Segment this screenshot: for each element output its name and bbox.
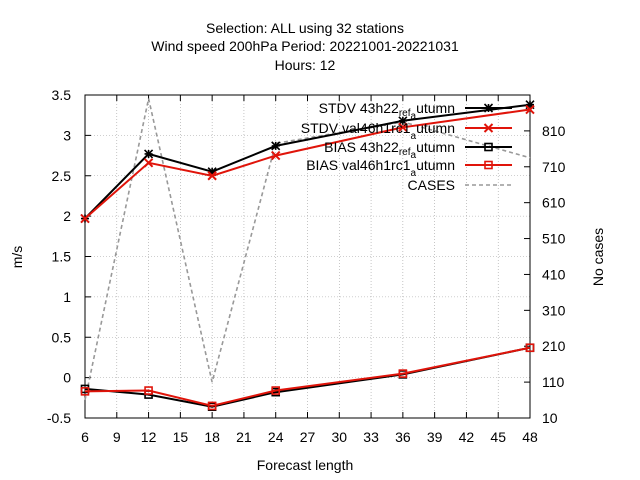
data-point — [80, 387, 90, 396]
legend-label: STDV val46h1rc1autumn — [301, 120, 455, 142]
data-point — [143, 158, 154, 168]
data-point — [207, 167, 217, 177]
x-tick-label: 45 — [490, 429, 506, 445]
data-point — [207, 401, 217, 411]
y2-tick-label: 510 — [542, 231, 566, 247]
y2-axis-label: No cases — [590, 228, 606, 286]
legend-label: BIAS 43h22refautumn — [324, 139, 455, 161]
data-point — [398, 369, 408, 378]
x-tick-label: 18 — [204, 429, 220, 445]
data-point — [271, 141, 281, 151]
legend-marker — [484, 160, 493, 170]
legend-label: BIAS val46h1rc1autumn — [306, 157, 455, 179]
legend-label: CASES — [408, 177, 455, 193]
y2-tick-label: 110 — [542, 374, 565, 390]
y-tick-label: 0 — [63, 370, 71, 386]
y-tick-label: 1.5 — [52, 249, 72, 265]
x-tick-label: 33 — [363, 429, 379, 445]
legend-marker — [483, 103, 494, 113]
y2-tick-label: 210 — [542, 338, 566, 354]
y-tick-label: 3.5 — [52, 87, 72, 103]
y-tick-label: 1 — [63, 289, 71, 305]
series-line — [84, 103, 531, 220]
title-line-3: Hours: 12 — [275, 57, 336, 73]
x-axis-label: Forecast length — [257, 457, 354, 473]
x-tick-label: 21 — [236, 429, 252, 445]
y2-tick-label: 310 — [542, 302, 566, 318]
series-line — [84, 346, 531, 407]
y-tick-label: 2.5 — [52, 168, 72, 184]
chart-title: Selection: ALL using 32 stations Wind sp… — [151, 20, 459, 73]
x-tick-label: 30 — [331, 429, 347, 445]
y2-tick-label: 410 — [542, 266, 566, 282]
grid — [84, 94, 531, 419]
title-line-1: Selection: ALL using 32 stations — [206, 20, 404, 36]
x-tick-label: 9 — [113, 429, 121, 445]
data-point — [144, 149, 154, 159]
x-tick-label: 27 — [300, 429, 316, 445]
y-tick-label: 0.5 — [52, 329, 72, 345]
data-point — [80, 213, 90, 224]
y2-tick-label: 10 — [542, 410, 558, 426]
data-point — [271, 150, 281, 161]
x-tick-label: 6 — [81, 429, 89, 445]
legend-entry-4: CASES — [408, 177, 512, 193]
y2-tick-label: 710 — [542, 159, 566, 175]
y2-tick-label: 610 — [542, 195, 566, 211]
y-axis-label: m/s — [9, 246, 25, 269]
series-layer — [80, 98, 535, 411]
legend-marker — [484, 142, 493, 152]
data-point — [207, 171, 217, 181]
legend-entry-3: BIAS val46h1rc1autumn — [306, 157, 512, 179]
data-point — [144, 386, 153, 395]
x-tick-label: 36 — [395, 429, 411, 445]
legend-marker — [483, 123, 494, 133]
x-tick-label: 39 — [427, 429, 443, 445]
y-tick-label: 3 — [63, 127, 71, 143]
x-tick-label: 24 — [268, 429, 284, 445]
x-tick-label: 15 — [173, 429, 189, 445]
x-tick-label: 42 — [459, 429, 475, 445]
y2-tick-label: 810 — [542, 123, 566, 139]
data-point — [398, 116, 408, 126]
x-tick-label: 12 — [141, 429, 157, 445]
legend-entry-0: STDV 43h22refautumn — [319, 100, 512, 122]
series-line — [84, 108, 531, 220]
legend-label: STDV 43h22refautumn — [319, 100, 455, 122]
plot-border — [84, 94, 531, 419]
series-4 — [84, 98, 531, 401]
data-point — [398, 122, 408, 133]
data-point — [271, 386, 281, 395]
data-point — [525, 100, 535, 110]
title-line-2: Wind speed 200hPa Period: 20221001-20221… — [151, 38, 459, 54]
series-0 — [80, 100, 535, 224]
data-point — [525, 104, 535, 115]
series-3 — [80, 343, 535, 411]
y-tick-label: 2 — [63, 208, 71, 224]
legend-entry-2: BIAS 43h22refautumn — [324, 139, 512, 161]
series-1 — [80, 104, 535, 224]
cases-line — [84, 98, 531, 401]
legend-entry-1: STDV val46h1rc1autumn — [301, 120, 512, 142]
data-point — [525, 343, 535, 353]
y-tick-label: -0.5 — [47, 410, 71, 426]
axes: 6 9 12 15 18 21 24 27 30 33 36 39 42 45 48 -0.5 0 0.5 1 1.5… — [47, 87, 566, 445]
x-tick-label: 48 — [522, 429, 538, 445]
